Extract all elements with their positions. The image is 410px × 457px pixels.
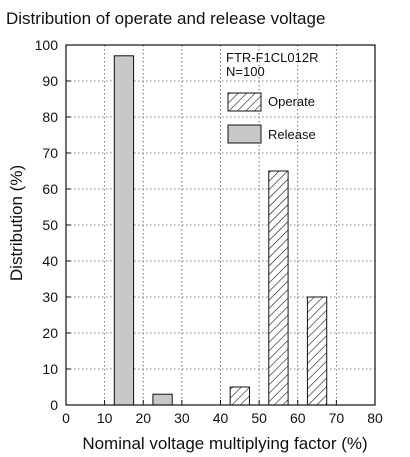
- x-tick-label: 20: [135, 410, 151, 426]
- x-tick-label: 10: [97, 410, 113, 426]
- x-tick-label: 40: [213, 410, 229, 426]
- bar-operate: [268, 170, 289, 406]
- legend-label-release: Release: [268, 127, 316, 142]
- x-tick-label: 0: [62, 410, 70, 426]
- legend-swatch-release: [227, 124, 262, 144]
- y-tick-label: 90: [42, 73, 58, 89]
- bar-operate: [229, 386, 250, 406]
- x-axis-ticks: 0 10 20 30 40 50 60 70 80: [62, 400, 383, 426]
- x-tick-label: 30: [174, 410, 190, 426]
- y-axis-ticks: 0 10 20 30 40 50 60 70 80 90 100: [35, 37, 71, 413]
- y-tick-label: 40: [42, 253, 58, 269]
- legend: FTR-F1CL012R N=100 Operate Release: [226, 50, 318, 144]
- y-tick-label: 30: [42, 289, 58, 305]
- x-tick-label: 50: [251, 410, 267, 426]
- x-axis-label: Nominal voltage multiplying factor (%): [82, 434, 367, 453]
- bars: [113, 55, 328, 406]
- annotation-model: FTR-F1CL012R: [226, 50, 318, 65]
- y-tick-label: 100: [35, 37, 59, 53]
- x-tick-label: 60: [290, 410, 306, 426]
- y-tick-label: 50: [42, 217, 58, 233]
- bar-operate: [306, 296, 328, 406]
- legend-label-operate: Operate: [268, 94, 315, 109]
- y-axis-label: Distribution (%): [7, 165, 26, 281]
- annotation-count: N=100: [226, 64, 265, 79]
- y-tick-label: 0: [50, 397, 58, 413]
- y-tick-label: 10: [42, 361, 58, 377]
- y-tick-label: 80: [42, 109, 58, 125]
- x-tick-label: 70: [329, 410, 345, 426]
- y-tick-label: 70: [42, 145, 58, 161]
- y-tick-label: 60: [42, 181, 58, 197]
- x-tick-label: 80: [367, 410, 383, 426]
- chart-title: Distribution of operate and release volt…: [6, 9, 325, 28]
- grid: [66, 45, 375, 405]
- legend-swatch-operate: [227, 92, 262, 112]
- y-tick-label: 20: [42, 325, 58, 341]
- bar-release: [152, 393, 173, 406]
- bar-release: [113, 55, 135, 406]
